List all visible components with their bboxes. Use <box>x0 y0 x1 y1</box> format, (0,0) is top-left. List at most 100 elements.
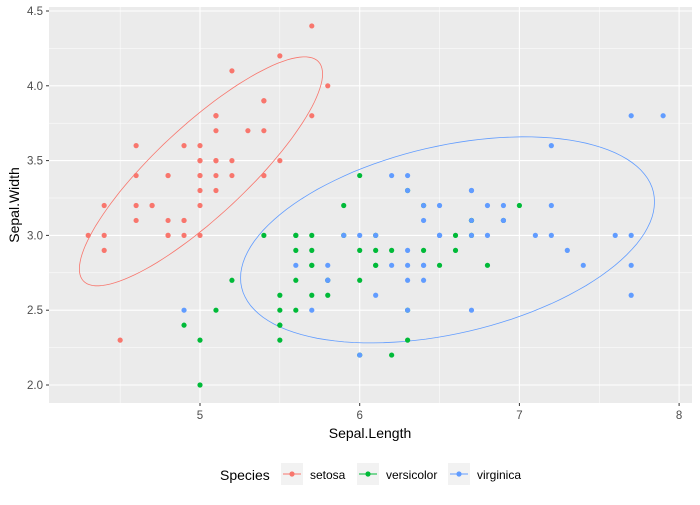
setosa-point <box>213 172 219 179</box>
legend: Species setosa versicolor virginica <box>220 463 521 485</box>
setosa-point <box>101 202 107 209</box>
virginica-point <box>436 202 443 209</box>
versicolor-point <box>357 247 363 253</box>
versicolor-point <box>293 277 299 283</box>
y-axis-label: Sepal.Width <box>6 167 22 242</box>
versicolor-point <box>373 247 379 253</box>
virginica-point <box>389 262 395 268</box>
virginica-point <box>420 217 427 224</box>
virginica-point <box>357 232 363 238</box>
virginica-point <box>325 262 331 268</box>
x-tick-label: 6 <box>356 410 362 422</box>
versicolor-point <box>277 322 283 328</box>
versicolor-point <box>277 307 283 313</box>
virginica-point <box>181 307 187 313</box>
virginica-point <box>484 202 491 209</box>
setosa-point <box>181 232 187 238</box>
setosa-point <box>165 232 171 238</box>
versicolor-point <box>373 262 379 268</box>
ellipses <box>78 56 655 344</box>
virginica-point <box>484 232 491 238</box>
setosa-point <box>149 202 155 209</box>
versicolor-point <box>484 262 491 268</box>
y-tick-label: 2.0 <box>27 380 43 392</box>
versicolor-point <box>197 382 203 388</box>
setosa-point <box>261 98 267 104</box>
versicolor-point <box>405 337 411 343</box>
virginica-point <box>341 232 347 238</box>
virginica-point <box>405 307 411 313</box>
setosa-point <box>245 128 251 134</box>
virginica-point <box>468 187 475 194</box>
setosa-point <box>197 172 203 179</box>
versicolor-point <box>436 262 443 268</box>
setosa-point <box>133 217 139 224</box>
setosa-point <box>85 232 91 238</box>
versicolor-point <box>293 247 299 253</box>
versicolor-point <box>452 247 459 253</box>
legend-title: Species <box>220 467 270 483</box>
virginica-point <box>468 217 475 224</box>
y-tick-label: 2.5 <box>27 305 43 317</box>
setosa-point <box>165 217 171 224</box>
plot-panel <box>49 7 692 403</box>
legend-key-point <box>456 471 462 477</box>
setosa-point <box>181 217 187 224</box>
setosa-point <box>213 187 219 194</box>
versicolor-point <box>277 337 283 343</box>
virginica-point <box>357 352 363 358</box>
virginica-point <box>389 172 395 179</box>
virginica-point <box>468 307 475 313</box>
versicolor-point <box>309 262 315 268</box>
setosa-point <box>165 172 171 179</box>
setosa-point <box>117 337 123 343</box>
setosa-point <box>197 187 203 194</box>
virginica-point <box>628 113 634 119</box>
setosa-point <box>133 172 139 179</box>
versicolor-point <box>325 292 331 298</box>
legend-label-setosa: setosa <box>310 468 346 482</box>
versicolor-point <box>293 307 299 313</box>
setosa-point <box>101 247 107 253</box>
setosa-point <box>213 128 219 134</box>
y-tick-label: 3.5 <box>27 156 43 168</box>
versicolor-point <box>389 247 395 253</box>
virginica-point <box>373 292 379 298</box>
virginica-point <box>373 232 379 238</box>
setosa-point <box>229 158 235 164</box>
setosa-point <box>133 202 139 209</box>
versicolor-point <box>357 172 363 179</box>
legend-label-virginica: virginica <box>477 468 521 482</box>
virginica-point <box>548 202 554 209</box>
virginica-point <box>628 262 634 268</box>
versicolor-point <box>357 277 363 283</box>
virginica-point <box>580 262 586 268</box>
versicolor-point <box>277 292 283 298</box>
x-tick-label: 8 <box>676 410 682 422</box>
setosa-point <box>213 158 219 164</box>
virginica-point <box>628 292 634 298</box>
versicolor-point <box>293 232 299 238</box>
setosa-point <box>197 143 203 149</box>
virginica-point <box>628 232 634 238</box>
x-axis: 5 6 7 8 <box>197 403 682 422</box>
virginica-point <box>293 262 299 268</box>
versicolor-point <box>213 307 219 313</box>
versicolor-point <box>309 292 315 298</box>
virginica-point <box>420 262 427 268</box>
virginica-point <box>548 232 554 238</box>
legend-key-point <box>289 471 295 477</box>
virginica-point <box>405 277 411 283</box>
legend-label-versicolor: versicolor <box>386 468 437 482</box>
setosa-point <box>261 172 267 179</box>
virginica-point <box>532 232 538 238</box>
legend-key-point <box>365 471 371 477</box>
versicolor-point <box>229 277 235 283</box>
virginica-point <box>405 187 411 194</box>
setosa-point <box>101 232 107 238</box>
setosa-point <box>213 113 219 119</box>
versicolor-point <box>309 232 315 238</box>
y-tick-label: 4.0 <box>27 81 43 93</box>
setosa-point <box>197 232 203 238</box>
